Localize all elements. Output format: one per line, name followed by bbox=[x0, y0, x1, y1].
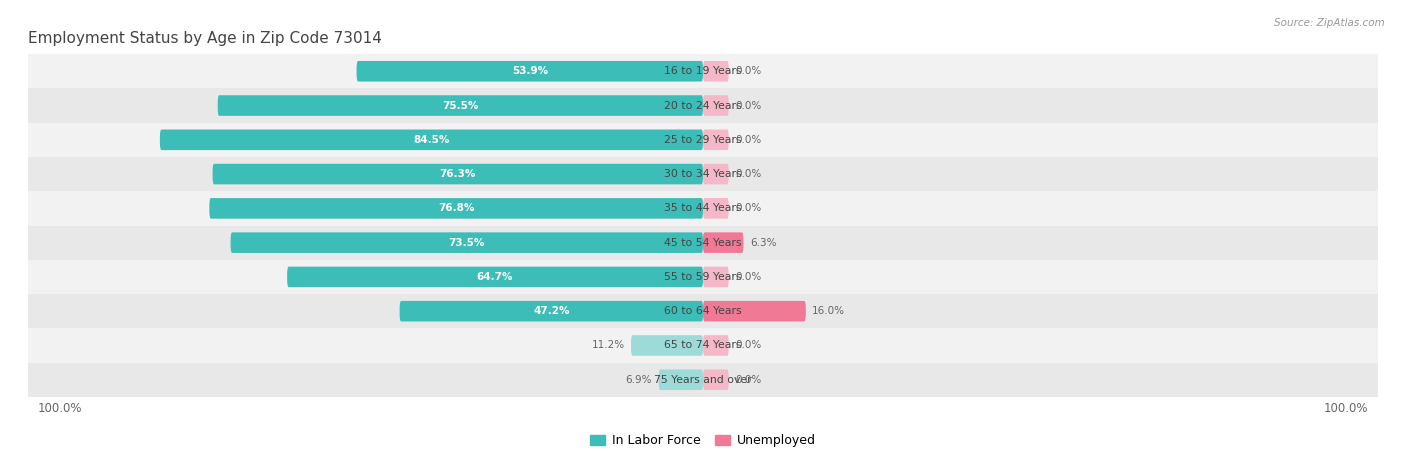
Text: 0.0%: 0.0% bbox=[735, 341, 762, 350]
Text: 6.9%: 6.9% bbox=[626, 375, 652, 385]
FancyBboxPatch shape bbox=[160, 129, 703, 150]
Text: 6.3%: 6.3% bbox=[749, 238, 776, 248]
Text: 35 to 44 Years: 35 to 44 Years bbox=[664, 203, 742, 213]
Text: 65 to 74 Years: 65 to 74 Years bbox=[664, 341, 742, 350]
FancyBboxPatch shape bbox=[218, 95, 703, 116]
Text: 25 to 29 Years: 25 to 29 Years bbox=[664, 135, 742, 145]
Bar bbox=[28, 328, 1378, 363]
Text: 53.9%: 53.9% bbox=[512, 66, 548, 76]
Text: 75 Years and over: 75 Years and over bbox=[654, 375, 752, 385]
FancyBboxPatch shape bbox=[703, 95, 728, 116]
Legend: In Labor Force, Unemployed: In Labor Force, Unemployed bbox=[585, 429, 821, 451]
FancyBboxPatch shape bbox=[287, 267, 703, 287]
FancyBboxPatch shape bbox=[231, 232, 703, 253]
Bar bbox=[28, 157, 1378, 191]
Text: 76.3%: 76.3% bbox=[440, 169, 477, 179]
FancyBboxPatch shape bbox=[703, 267, 728, 287]
Text: 0.0%: 0.0% bbox=[735, 375, 762, 385]
FancyBboxPatch shape bbox=[212, 164, 703, 184]
Bar bbox=[28, 226, 1378, 260]
FancyBboxPatch shape bbox=[658, 369, 703, 390]
FancyBboxPatch shape bbox=[703, 61, 728, 82]
Text: 0.0%: 0.0% bbox=[735, 272, 762, 282]
FancyBboxPatch shape bbox=[703, 232, 744, 253]
Bar bbox=[28, 54, 1378, 88]
Text: 16.0%: 16.0% bbox=[813, 306, 845, 316]
Bar bbox=[28, 363, 1378, 397]
Text: 75.5%: 75.5% bbox=[441, 101, 478, 110]
Text: 0.0%: 0.0% bbox=[735, 66, 762, 76]
Text: 0.0%: 0.0% bbox=[735, 203, 762, 213]
Text: 30 to 34 Years: 30 to 34 Years bbox=[664, 169, 742, 179]
Text: 45 to 54 Years: 45 to 54 Years bbox=[664, 238, 742, 248]
Text: 47.2%: 47.2% bbox=[533, 306, 569, 316]
FancyBboxPatch shape bbox=[703, 129, 728, 150]
FancyBboxPatch shape bbox=[703, 301, 806, 322]
FancyBboxPatch shape bbox=[703, 198, 728, 219]
Bar bbox=[28, 191, 1378, 226]
FancyBboxPatch shape bbox=[209, 198, 703, 219]
Text: 11.2%: 11.2% bbox=[592, 341, 624, 350]
Text: 73.5%: 73.5% bbox=[449, 238, 485, 248]
Bar bbox=[28, 88, 1378, 123]
Text: 0.0%: 0.0% bbox=[735, 135, 762, 145]
Text: 55 to 59 Years: 55 to 59 Years bbox=[664, 272, 742, 282]
Text: 60 to 64 Years: 60 to 64 Years bbox=[664, 306, 742, 316]
Bar bbox=[28, 260, 1378, 294]
Text: 76.8%: 76.8% bbox=[439, 203, 474, 213]
FancyBboxPatch shape bbox=[703, 369, 728, 390]
Bar bbox=[28, 123, 1378, 157]
Text: Source: ZipAtlas.com: Source: ZipAtlas.com bbox=[1274, 18, 1385, 28]
Text: 64.7%: 64.7% bbox=[477, 272, 513, 282]
Text: 0.0%: 0.0% bbox=[735, 101, 762, 110]
Text: 20 to 24 Years: 20 to 24 Years bbox=[664, 101, 742, 110]
FancyBboxPatch shape bbox=[399, 301, 703, 322]
Bar bbox=[28, 294, 1378, 328]
FancyBboxPatch shape bbox=[703, 335, 728, 356]
FancyBboxPatch shape bbox=[703, 164, 728, 184]
Text: 84.5%: 84.5% bbox=[413, 135, 450, 145]
Text: 0.0%: 0.0% bbox=[735, 169, 762, 179]
FancyBboxPatch shape bbox=[357, 61, 703, 82]
FancyBboxPatch shape bbox=[631, 335, 703, 356]
Text: Employment Status by Age in Zip Code 73014: Employment Status by Age in Zip Code 730… bbox=[28, 31, 382, 46]
Text: 16 to 19 Years: 16 to 19 Years bbox=[664, 66, 742, 76]
